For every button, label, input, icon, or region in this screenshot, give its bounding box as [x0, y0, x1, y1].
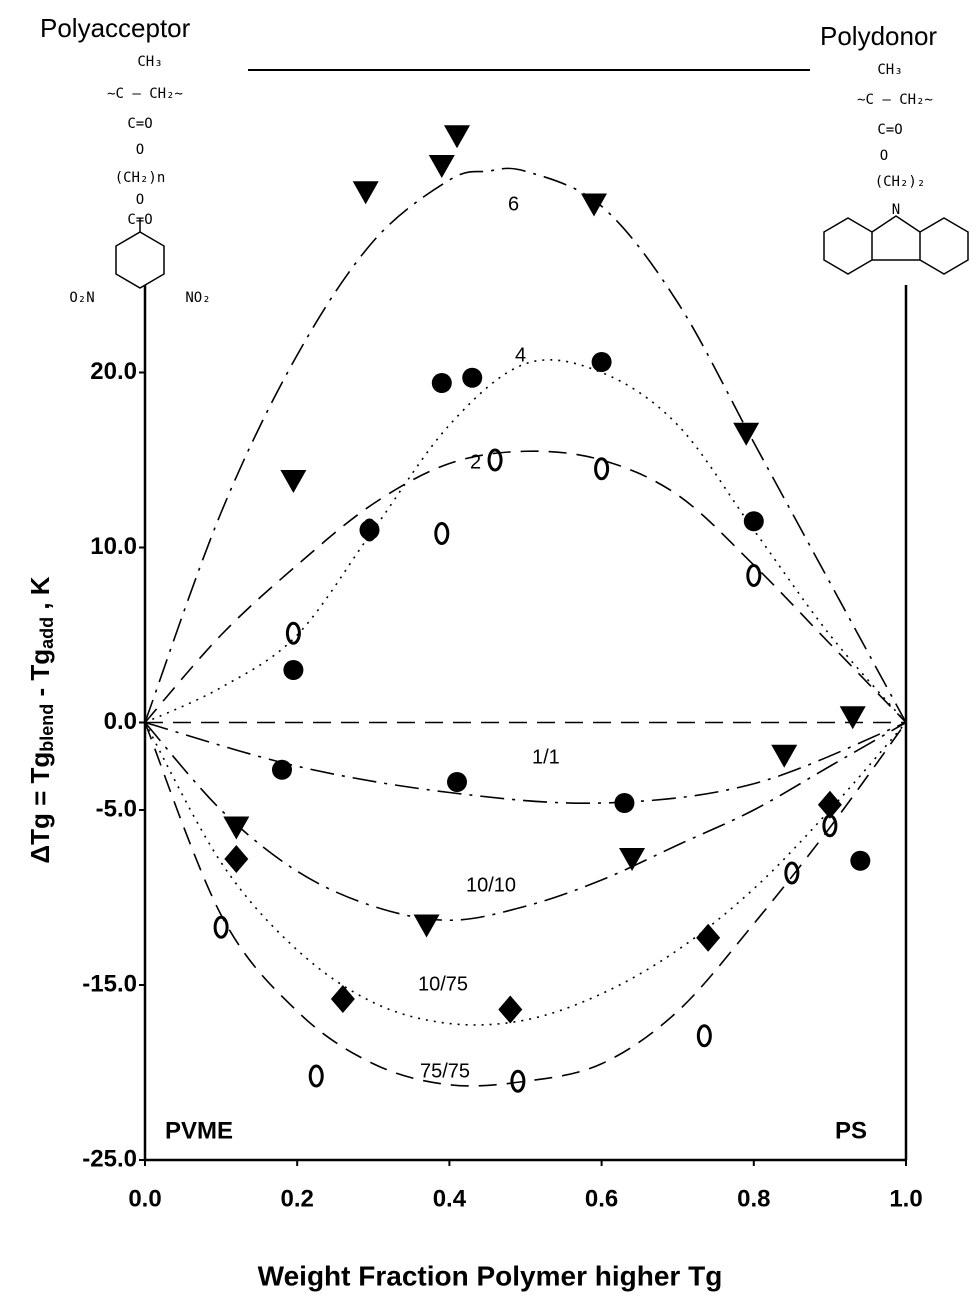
structure-text: C=O [127, 116, 152, 132]
curve-label: 10/75 [418, 973, 468, 995]
y-tick-label: -15.0 [82, 970, 137, 997]
marker [619, 848, 646, 871]
y-title-part: , K [25, 576, 55, 617]
structure-text: O₂N [69, 290, 94, 306]
marker [434, 522, 450, 545]
structure-text: O [136, 192, 144, 208]
ring [919, 217, 969, 275]
marker [447, 772, 468, 792]
fit-curve [144, 721, 907, 1026]
marker [330, 985, 355, 1013]
marker [213, 915, 229, 939]
corner-label: PVME [165, 1117, 233, 1144]
structure-text: C=O [127, 212, 152, 228]
marker [850, 850, 871, 871]
curve-label: 2 [470, 451, 481, 473]
marker [428, 155, 455, 178]
marker [510, 1069, 526, 1093]
curve-label: 10/10 [466, 874, 516, 896]
marker [784, 861, 800, 885]
right-label: Polydonor [820, 21, 937, 51]
structure-text: ∼C – CH₂∼ [107, 86, 183, 102]
marker [283, 660, 304, 680]
y-title-sub: add [37, 617, 57, 649]
fit-curve [144, 167, 907, 723]
y-tick-label: 0.0 [104, 708, 137, 735]
fit-curve [144, 721, 907, 805]
y-title-part: ΔTg = Tg [25, 752, 55, 864]
structure-text: NO₂ [185, 290, 210, 306]
structure-text: (CH₂)₂ [875, 174, 926, 190]
structure-text: C=O [877, 122, 902, 138]
x-tick-label: 0.4 [433, 1185, 467, 1212]
left-label: Polyacceptor [40, 13, 191, 43]
structure-text: O [880, 148, 888, 164]
marker [614, 793, 635, 813]
structure-text: O [136, 142, 144, 158]
marker [308, 1064, 324, 1088]
y-axis-title: ΔTg = Tgblend - Tgadd , K [25, 576, 57, 863]
marker [498, 995, 523, 1024]
fit-curve [144, 359, 907, 724]
y-title-sub: blend [37, 704, 57, 752]
y-tick-label: -5.0 [96, 795, 137, 822]
curve-label: 4 [515, 344, 526, 366]
structure-text: ∼C – CH₂∼ [857, 92, 933, 108]
fit-curve [144, 721, 907, 922]
x-tick-label: 0.6 [585, 1185, 618, 1212]
marker [591, 352, 612, 372]
marker [839, 706, 866, 730]
marker [771, 744, 798, 768]
ring [823, 217, 873, 275]
marker [594, 457, 610, 481]
marker [746, 564, 762, 587]
structure-text: N [892, 202, 900, 218]
fit-curve [144, 450, 907, 724]
x-tick-label: 0.8 [737, 1185, 770, 1212]
marker [431, 373, 452, 393]
marker [413, 914, 440, 938]
marker [361, 518, 377, 542]
x-tick-label: 0.0 [128, 1185, 161, 1212]
curve-label: 75/75 [420, 1060, 470, 1082]
marker [743, 511, 764, 532]
benzene-ring [115, 231, 165, 289]
structure-text: CH₃ [877, 62, 902, 78]
x-tick-label: 1.0 [889, 1185, 922, 1212]
marker [224, 845, 249, 873]
x-tick-label: 0.2 [281, 1185, 314, 1212]
curve-label: 6 [508, 193, 519, 215]
marker [280, 470, 307, 493]
marker [822, 814, 838, 838]
y-title-part: - Tg [25, 649, 55, 704]
y-tick-label: 20.0 [90, 358, 137, 385]
y-tick-label: -25.0 [82, 1145, 137, 1172]
marker [817, 790, 842, 819]
structure-text: CH₃ [137, 54, 162, 70]
marker [487, 448, 503, 472]
corner-label: PS [835, 1117, 867, 1144]
marker [285, 621, 301, 645]
marker [444, 125, 471, 149]
marker [696, 1024, 712, 1048]
fit-curve [144, 722, 907, 1087]
marker [696, 923, 721, 952]
y-tick-label: 10.0 [90, 533, 137, 560]
ring [871, 215, 921, 233]
x-axis-title: Weight Fraction Polymer higher Tg [258, 1260, 723, 1291]
structure-text: (CH₂)n [115, 170, 166, 186]
marker [462, 367, 483, 388]
marker [223, 816, 250, 840]
marker [580, 193, 607, 217]
curve-label: 1/1 [532, 746, 560, 768]
marker [271, 759, 292, 780]
marker [352, 181, 379, 205]
marker [733, 422, 760, 446]
